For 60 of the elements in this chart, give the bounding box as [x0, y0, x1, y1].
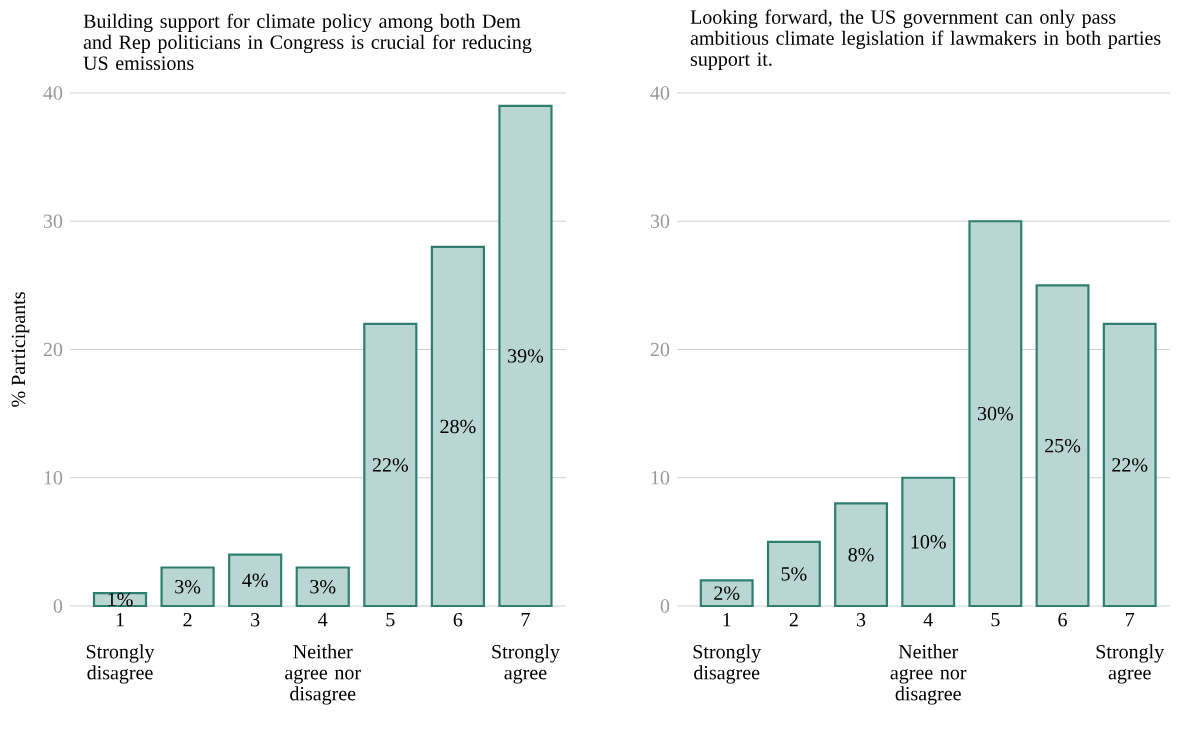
data-label: 5%: [781, 567, 807, 581]
bar: [1035, 284, 1090, 608]
bar: [834, 502, 888, 608]
bar: [1102, 322, 1157, 608]
x-tick-label: 7: [1126, 613, 1135, 627]
y-tick-label: 10: [651, 470, 670, 485]
x-tick-label: 4: [923, 613, 933, 627]
data-label: 3%: [175, 579, 201, 594]
data-label: 39%: [508, 349, 544, 363]
x-tick-label: 2: [789, 613, 798, 627]
y-tick-label: 30: [43, 214, 63, 228]
text: Strongly disagree: [86, 644, 155, 684]
data-label: 1%: [108, 592, 133, 607]
y-tick-label: 30: [650, 214, 670, 228]
bar: [699, 579, 754, 608]
x-tick-label: 1: [723, 613, 731, 627]
x-tick-label: 5: [386, 613, 395, 627]
y-tick-label: 20: [43, 342, 63, 357]
x-tick-label: 5: [991, 613, 1000, 627]
chart-title: Building support for climate policy among both Dem and Rep politicians in Congress is crucial for reducing US emissions: [83, 13, 532, 70]
y-tick-label: 0: [660, 599, 670, 613]
x-tick-label: 3: [251, 613, 260, 627]
data-label: 22%: [1112, 458, 1148, 472]
y-axis-title: % Participants: [11, 292, 30, 407]
chart-title: Looking forward, the US government can only pass ambitious climate legislation if lawmakers in both parties support it.: [690, 9, 1161, 70]
y-tick-label: 40: [650, 86, 670, 100]
x-tick-label: 4: [318, 613, 328, 627]
bar: [968, 220, 1023, 608]
data-label: 30%: [978, 406, 1014, 421]
bar: [160, 566, 215, 608]
text: Neither agree nor disagree: [285, 644, 361, 705]
bar: [295, 566, 350, 608]
data-label: 22%: [372, 458, 408, 472]
x-tick-label: 1: [116, 613, 124, 627]
bar: [363, 322, 418, 608]
data-label: 3%: [310, 579, 336, 594]
y-tick-label: 20: [650, 342, 670, 357]
bar: [498, 104, 553, 608]
x-tick-label: 6: [1058, 613, 1067, 627]
data-label: 28%: [440, 419, 476, 434]
x-tick-label: 3: [857, 613, 866, 627]
text: Neither agree nor disagree: [890, 644, 967, 705]
bar: [430, 245, 485, 608]
y-tick-label: 10: [44, 470, 63, 485]
bar: [901, 476, 956, 608]
text: Strongly disagree: [693, 644, 762, 684]
x-tick-label: 7: [521, 613, 530, 627]
data-label: 10%: [911, 535, 946, 549]
data-label: 25%: [1045, 438, 1081, 453]
bar: [766, 540, 821, 608]
text: Strongly agree: [492, 644, 560, 684]
text: Strongly agree: [1096, 644, 1165, 684]
data-label: 8%: [848, 547, 874, 562]
y-tick-label: 0: [53, 599, 63, 613]
bar: [228, 553, 283, 608]
data-label: 2%: [714, 586, 740, 600]
x-tick-label: 6: [453, 613, 463, 627]
data-label: 4%: [242, 573, 268, 588]
y-tick-label: 40: [43, 86, 63, 100]
x-tick-label: 2: [183, 613, 192, 627]
